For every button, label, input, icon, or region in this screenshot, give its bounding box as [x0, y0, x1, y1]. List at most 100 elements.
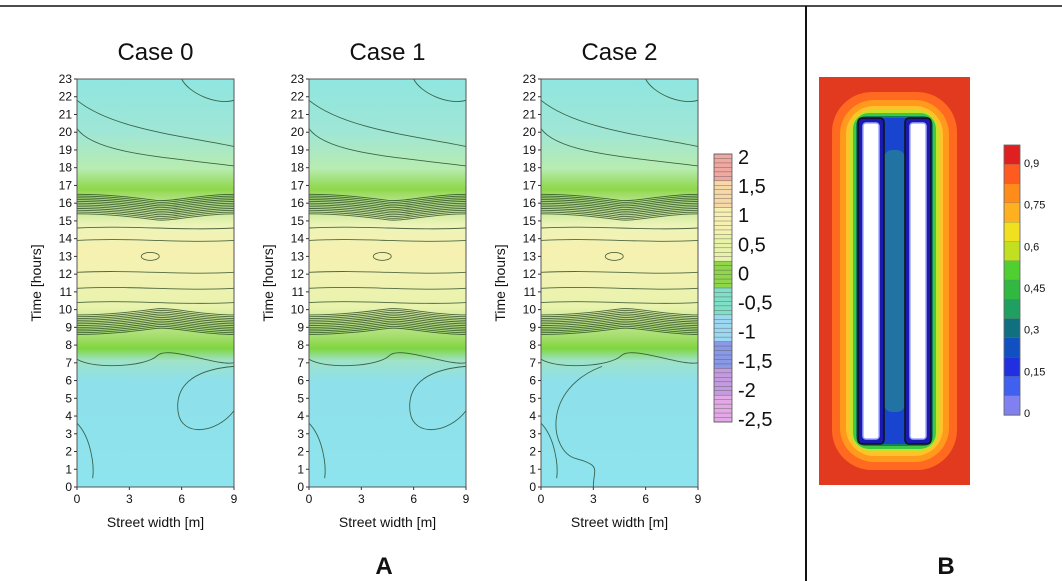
y-axis-label: Time [hours] [260, 244, 276, 321]
colorbar-a-swatch [714, 288, 732, 316]
contour-line [308, 308, 467, 316]
contour-line [308, 327, 467, 335]
y-tick-label: 0 [297, 480, 304, 494]
contour-peak [140, 251, 160, 261]
contour-line [308, 301, 467, 304]
y-tick-label: 7 [297, 356, 304, 370]
y-tick-label: 10 [291, 303, 305, 317]
contour-line [540, 287, 699, 290]
contour-line [76, 213, 235, 221]
y-tick-label: 21 [291, 107, 305, 121]
contour-line [555, 365, 603, 488]
colorbar-a-swatch [714, 207, 732, 235]
x-tick-label: 3 [590, 492, 597, 506]
contour-line [76, 271, 235, 274]
colorbar-b-swatch [1003, 337, 1021, 358]
contour-line [540, 352, 699, 367]
colorbar-b-swatch [1003, 164, 1021, 185]
y-tick-label: 10 [523, 303, 537, 317]
y-tick-label: 7 [529, 356, 536, 370]
contour-line [308, 315, 467, 323]
contour-line [76, 209, 235, 218]
colorbar-a-swatch [714, 180, 732, 209]
y-tick-label: 15 [523, 214, 537, 228]
case-0-plot: Case 00123456789101112131415161718192021… [28, 39, 238, 530]
contour-line [540, 422, 558, 479]
case-contours [540, 78, 699, 488]
colorbar-b-tick: 0,9 [1024, 158, 1039, 170]
contour-peak [372, 251, 392, 261]
contour-line [76, 202, 235, 210]
contour-line [76, 226, 235, 230]
y-tick-label: 20 [523, 125, 537, 139]
contour-line [645, 78, 699, 102]
contour-line [413, 78, 467, 102]
contour-line [540, 209, 699, 218]
x-tick-label: 6 [178, 492, 185, 506]
contour-line [308, 317, 467, 325]
colorbar-b-swatch [1003, 279, 1021, 300]
y-tick-label: 5 [529, 391, 536, 405]
colorbar-b-tick: 0,6 [1024, 241, 1039, 253]
y-tick-label: 15 [291, 214, 305, 228]
contour-line [308, 193, 467, 202]
contour-line [76, 200, 235, 209]
y-tick-label: 5 [297, 391, 304, 405]
y-tick-label: 8 [297, 338, 304, 352]
colorbar-a-tick: -2 [738, 380, 756, 402]
colorbar-a-swatch [714, 341, 732, 369]
contour-line [540, 308, 699, 316]
y-axis-label: Time [hours] [492, 244, 508, 321]
y-tick-label: 19 [59, 143, 73, 157]
contour-line [540, 311, 699, 319]
colorbar-a-swatch [714, 154, 732, 182]
x-axis-label: Street width [m] [107, 514, 204, 530]
contour-line [308, 213, 467, 221]
contour-line [540, 327, 699, 335]
contour-line [308, 352, 467, 367]
y-tick-label: 14 [523, 232, 537, 246]
contour-line [76, 327, 235, 335]
colorbar-a-tick: 1 [738, 205, 749, 227]
contour-line [308, 128, 467, 167]
y-tick-label: 16 [59, 196, 73, 210]
contour-line [308, 209, 467, 218]
contour-line [540, 322, 699, 330]
y-tick-label: 11 [292, 285, 305, 299]
colorbar-b-swatch [1003, 221, 1021, 243]
contour-line [409, 365, 467, 431]
b-building-left-inner [862, 122, 880, 440]
contour-line [308, 204, 467, 212]
contour-line [76, 206, 235, 214]
y-tick-label: 19 [291, 143, 305, 157]
contour-line [540, 325, 699, 334]
y-tick-label: 4 [297, 409, 304, 423]
contour-line [76, 195, 235, 203]
y-tick-label: 21 [59, 107, 73, 121]
contour-line [540, 128, 699, 167]
colorbar-a-frame [713, 153, 733, 423]
contour-line [540, 193, 699, 202]
colorbar-b-swatch [1003, 241, 1021, 262]
contour-line [540, 213, 699, 221]
panel-b-label: B [937, 553, 954, 580]
y-tick-label: 3 [529, 427, 536, 441]
y-tick-label: 3 [65, 427, 72, 441]
colorbar-a: 2 1,5 1 0,5 0 -0,5 -1 -1,5 -2 -2,5 [713, 147, 772, 431]
contour-line [181, 78, 235, 102]
y-tick-label: 18 [523, 161, 537, 175]
contour-line [540, 271, 699, 274]
y-tick-label: 13 [523, 249, 537, 263]
contour-line [308, 287, 467, 290]
contour-line [540, 199, 699, 207]
case-frame [540, 78, 699, 488]
y-tick-label: 12 [523, 267, 537, 281]
y-tick-label: 22 [523, 90, 537, 104]
y-tick-label: 17 [291, 178, 305, 192]
contour-line [540, 315, 699, 323]
contour-line [76, 193, 235, 202]
y-axis-label: Time [hours] [28, 244, 44, 321]
y-tick-label: 6 [529, 374, 536, 388]
x-tick-label: 9 [463, 492, 470, 506]
